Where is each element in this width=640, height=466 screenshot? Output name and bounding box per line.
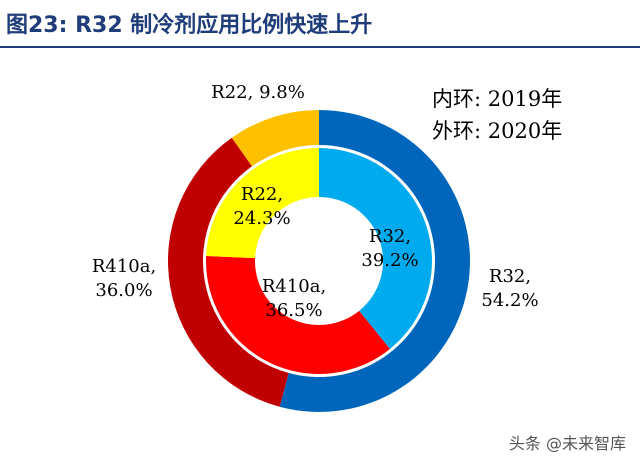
inner-label-r410a: R410a, 36.5% (262, 276, 326, 321)
inner-label-r22: R22, 24.3% (233, 184, 290, 229)
chart-title: 图23: R32 制冷剂应用比例快速上升 (6, 13, 373, 38)
inner-slice-r22 (206, 148, 319, 259)
inner-ring-legend: 内环: 2019年 (432, 87, 563, 111)
outer-slice-r410a (167, 137, 289, 407)
inner-label-r32: R32, 39.2% (361, 226, 418, 271)
inner-slice-r410a (206, 256, 390, 375)
watermark: 头条 @未来智库 (508, 434, 626, 453)
outer-slice-r32 (279, 110, 470, 412)
outer-label-r410a: R410a, 36.0% (92, 256, 156, 301)
inner-slice-r32 (319, 148, 433, 349)
outer-slice-r22 (231, 110, 319, 167)
title-divider (0, 46, 640, 48)
outer-label-r22: R22, 9.8% (211, 82, 305, 103)
outer-ring-legend: 外环: 2020年 (432, 119, 563, 143)
outer-label-r32: R32, 54.2% (481, 266, 538, 311)
